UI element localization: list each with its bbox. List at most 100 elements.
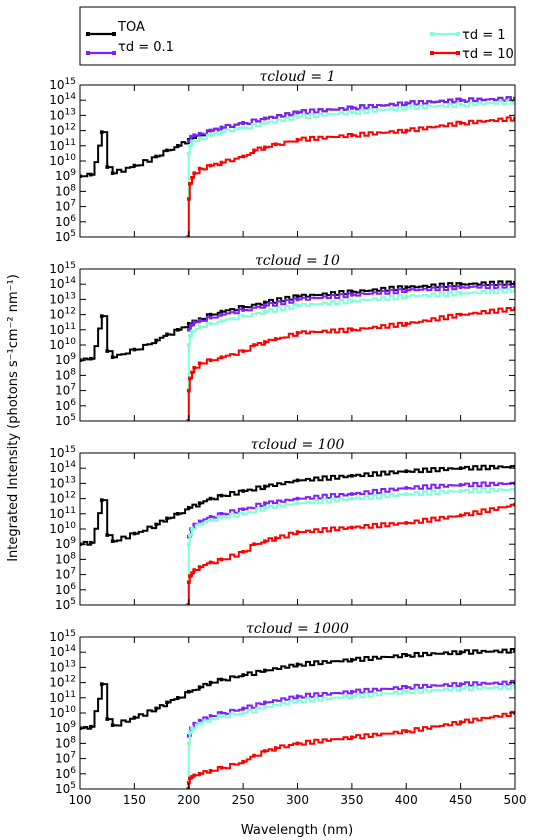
data-point	[350, 290, 354, 294]
y-tick-label: 1012	[49, 307, 76, 322]
data-point	[273, 142, 278, 147]
data-point	[186, 603, 191, 605]
y-tick-label: 108	[55, 183, 76, 198]
data-point	[165, 332, 169, 337]
data-point	[197, 131, 202, 136]
y-tick-label: 109	[55, 536, 76, 551]
legend-marker	[86, 32, 90, 36]
legend-marker	[86, 51, 90, 55]
data-point	[132, 715, 137, 720]
x-tick-label: 500	[504, 793, 527, 807]
series-line	[80, 464, 515, 546]
data-point	[252, 542, 256, 546]
data-point	[241, 121, 245, 125]
data-point	[186, 328, 191, 332]
data-point	[208, 358, 213, 362]
data-point	[219, 493, 224, 498]
data-point	[252, 343, 256, 347]
legend-marker	[456, 32, 460, 36]
legend-label: TOA	[117, 20, 145, 35]
data-point	[186, 388, 191, 393]
data-point	[404, 729, 409, 734]
y-tick-label: 1010	[49, 521, 76, 536]
data-point	[350, 689, 354, 694]
data-point	[197, 718, 202, 723]
data-point	[110, 723, 115, 727]
data-point	[192, 171, 196, 175]
data-point	[219, 318, 224, 323]
data-point	[188, 776, 192, 781]
data-point	[458, 686, 463, 691]
y-tick-label: 1010	[49, 705, 76, 720]
data-point	[241, 550, 245, 554]
data-point	[404, 321, 409, 326]
panel: τcloud = 1010510610710810910101011101210…	[49, 253, 516, 428]
data-point	[263, 539, 267, 543]
y-tick-label: 1014	[49, 644, 76, 659]
data-point	[295, 530, 300, 534]
series-group	[80, 648, 515, 789]
panel: τcloud = 1000 105106107108109101010111012…	[49, 621, 526, 807]
data-point	[197, 522, 202, 527]
y-tick-label: 1015	[49, 629, 76, 644]
data-point	[295, 303, 300, 308]
plot-frame	[79, 452, 516, 606]
data-point	[350, 496, 354, 501]
x-tick-label: 250	[232, 793, 255, 807]
data-point	[192, 320, 196, 324]
data-point	[186, 343, 191, 347]
panel-title: τcloud = 100	[251, 437, 345, 453]
data-point	[513, 487, 515, 492]
data-point	[295, 501, 300, 505]
y-tick-label: 105	[55, 597, 76, 612]
data-point	[241, 305, 245, 309]
y-tick-label: 106	[55, 582, 76, 597]
data-point	[208, 128, 213, 133]
legend-label: τd = 1	[462, 28, 506, 43]
data-point	[219, 714, 224, 718]
data-point	[458, 650, 463, 654]
data-point	[513, 280, 515, 285]
data-point	[197, 772, 202, 776]
data-point	[188, 376, 192, 381]
y-tick-label: 109	[55, 720, 76, 735]
data-point	[458, 285, 463, 290]
data-point	[99, 498, 104, 502]
data-point	[513, 283, 515, 288]
data-point	[295, 694, 300, 699]
y-tick-label: 107	[55, 751, 76, 766]
data-point	[208, 515, 213, 519]
data-point	[89, 724, 93, 729]
data-point	[263, 309, 267, 314]
data-point	[404, 294, 409, 299]
data-point	[197, 324, 202, 329]
data-point	[404, 653, 409, 658]
data-point	[197, 166, 202, 171]
series-line	[187, 503, 515, 605]
legend-label: τd = 0.1	[118, 40, 174, 55]
y-tick-label: 1012	[49, 491, 76, 506]
data-point	[132, 531, 137, 536]
data-point	[197, 721, 202, 726]
data-point	[105, 717, 109, 721]
x-tick-label: 100	[69, 793, 92, 807]
data-point	[241, 759, 245, 764]
y-tick-label: 107	[55, 567, 76, 582]
y-tick-label: 1013	[49, 659, 76, 674]
data-point	[99, 130, 104, 134]
data-point	[186, 419, 191, 421]
data-point	[513, 288, 515, 293]
data-point	[186, 139, 191, 144]
y-tick-label: 105	[55, 781, 76, 796]
data-point	[188, 730, 192, 735]
data-point	[154, 338, 158, 343]
data-point	[263, 700, 267, 705]
data-point	[404, 689, 409, 694]
data-point	[404, 128, 409, 133]
series-line	[80, 648, 515, 730]
y-tick-label: 1014	[49, 460, 76, 475]
data-point	[190, 370, 194, 375]
data-point	[186, 542, 191, 546]
data-point	[189, 134, 193, 139]
